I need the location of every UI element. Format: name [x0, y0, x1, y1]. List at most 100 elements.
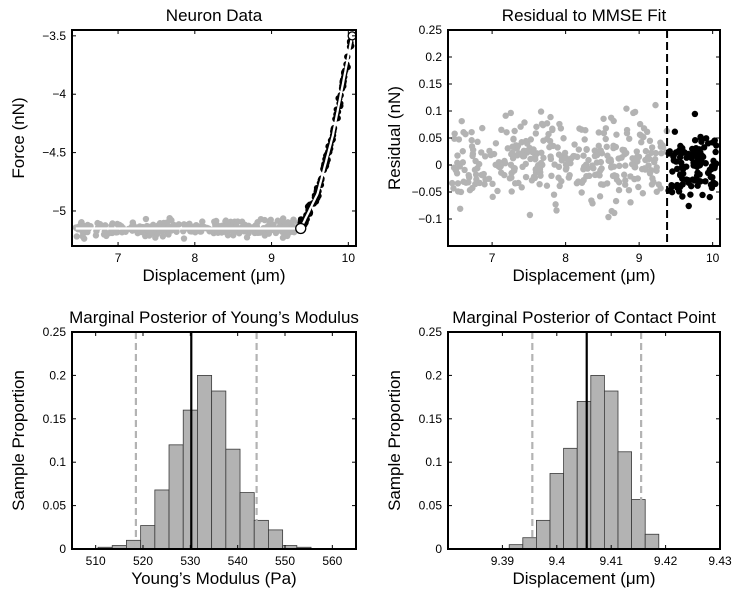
pre-contact-residual [575, 146, 583, 153]
x-tick-label: 9.43 [708, 554, 732, 568]
histogram-bar [631, 499, 646, 549]
pre-contact-residual [550, 191, 558, 198]
pre-contact-residual [631, 108, 639, 116]
pre-contact-residual [472, 157, 479, 165]
pre-contact-residual [487, 151, 495, 159]
pre-contact-residual [561, 149, 569, 157]
axes-frame [71, 331, 357, 550]
x-tick-label: 8 [562, 251, 569, 265]
pre-contact-residual [508, 188, 515, 195]
pre-contact-point [166, 214, 173, 222]
y-tick-label: 0.2 [49, 368, 66, 382]
pre-contact-residual [657, 139, 664, 146]
pre-contact-residual [640, 125, 648, 132]
pre-contact-residual [460, 178, 467, 185]
pre-contact-residual [625, 186, 633, 194]
x-tick-label: 9.4 [548, 554, 565, 568]
pre-contact-residual [646, 137, 654, 145]
pre-contact-point [158, 228, 166, 235]
y-tick-label: 0.1 [425, 455, 442, 469]
pre-contact-residual [580, 152, 587, 159]
y-axis-label: Sample Proportion [385, 370, 404, 511]
pre-contact-residual [558, 157, 565, 164]
pre-contact-residual [633, 148, 640, 155]
pre-contact-residual [456, 205, 464, 212]
post-contact-residual [679, 163, 686, 170]
pre-contact-point [288, 219, 295, 227]
pre-contact-residual [556, 120, 563, 128]
post-contact-residual [702, 160, 709, 167]
post-contact-residual [697, 159, 705, 167]
x-tick-label: 510 [86, 554, 106, 568]
post-contact-residual [713, 142, 720, 149]
post-contact-residual [671, 128, 679, 135]
chart-title: Neuron Data [166, 6, 263, 25]
pre-contact-residual [555, 151, 563, 158]
post-contact-residual [710, 157, 717, 165]
post-contact-residual [668, 188, 676, 196]
x-tick-label: 9.39 [491, 554, 515, 568]
pre-contact-residual [502, 160, 509, 167]
pre-contact-residual [591, 171, 599, 179]
x-tick-label: 560 [322, 554, 342, 568]
y-tick-label: −0.1 [418, 212, 442, 226]
x-tick-label: 7 [489, 251, 496, 265]
pre-contact-point [289, 228, 296, 235]
pre-contact-residual [571, 152, 578, 160]
x-axis-label: Displacement (μm) [513, 266, 656, 285]
y-tick-label: 0.25 [419, 23, 443, 37]
fit-line [75, 34, 354, 230]
pre-contact-point [105, 230, 113, 237]
pre-contact-residual [448, 179, 456, 187]
post-contact-residual [687, 191, 694, 198]
pre-contact-residual [560, 135, 567, 142]
post-contact-residual [702, 178, 709, 185]
y-tick-label: 0.05 [419, 131, 443, 145]
pre-contact-residual [618, 154, 625, 161]
post-contact-residual [677, 142, 684, 150]
pre-contact-point [170, 221, 177, 228]
pre-contact-residual [648, 181, 656, 188]
pre-contact-residual [537, 172, 544, 179]
histogram-bar [549, 473, 565, 549]
pre-contact-residual [600, 181, 607, 188]
pre-contact-residual [635, 183, 642, 191]
pre-contact-residual [648, 144, 656, 151]
pre-contact-residual [527, 136, 534, 143]
chart-panel-4: 9.39 9.4 9.41 9.42 9.43 0 0.05 0.1 0.15 0.2 0.25 Ma… [385, 308, 732, 588]
chart-panel-1: 7 8 9 10 −5 −4.5 −4 −3.5 Neuron Data Displacement… [9, 6, 357, 285]
pre-contact-residual [622, 149, 630, 157]
pre-contact-residual [462, 130, 469, 138]
pre-contact-residual [646, 170, 654, 177]
axes-frame [447, 331, 721, 550]
post-contact-residual [669, 168, 676, 175]
pre-contact-residual [510, 164, 518, 172]
pre-contact-residual [533, 123, 540, 130]
pre-contact-residual [611, 172, 618, 179]
pre-contact-residual [549, 142, 557, 150]
pre-contact-residual [597, 167, 604, 174]
post-contact-residual [678, 150, 685, 157]
pre-contact-residual [547, 153, 554, 160]
pre-contact-residual [555, 174, 562, 181]
pre-contact-point [211, 218, 218, 225]
y-tick-label: 0.15 [43, 412, 67, 426]
histogram-bar [239, 492, 255, 549]
y-tick-label: 0.2 [425, 368, 442, 382]
post-contact-residual [707, 173, 714, 181]
x-tick-label: 10 [342, 251, 356, 265]
post-contact-residual [691, 177, 698, 184]
pre-contact-residual [596, 193, 604, 200]
y-axis-label: Sample Proportion [9, 370, 28, 511]
pre-contact-point [118, 229, 126, 236]
pre-contact-residual [509, 143, 516, 150]
pre-contact-point [142, 215, 150, 223]
pre-contact-residual [454, 180, 462, 187]
pre-contact-residual [552, 201, 559, 208]
pre-contact-residual [517, 123, 524, 130]
post-contact-residual [686, 152, 694, 159]
pre-contact-residual [454, 152, 461, 159]
pre-contact-residual [472, 180, 479, 188]
histogram-bar [536, 519, 551, 549]
